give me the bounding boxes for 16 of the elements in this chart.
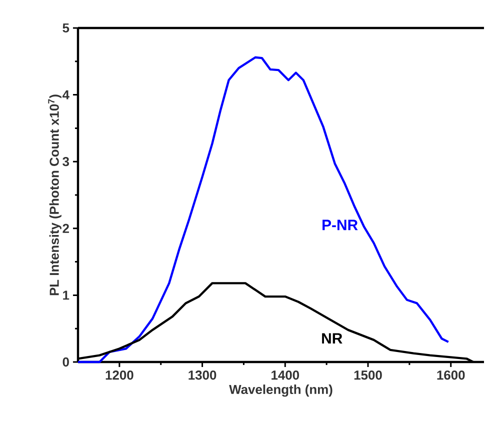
y-tick-label: 2 (62, 224, 69, 233)
y-tick-label: 3 (62, 157, 70, 166)
x-tick-label: 1200 (106, 370, 134, 380)
x-tick-label: 1600 (437, 370, 465, 380)
y-tick-label: 5 (62, 23, 70, 33)
series-label: P-NR (322, 220, 358, 230)
y-tick-label: 4 (62, 90, 70, 100)
y-tick-label: 1 (63, 290, 70, 300)
x-tick-label: 1500 (354, 370, 382, 380)
series-label: NR (322, 333, 342, 344)
x-axis-title: Wavelength (nm) (229, 384, 332, 397)
x-tick-label: 1300 (188, 370, 216, 380)
x-tick-label: 1400 (272, 370, 300, 380)
y-axis-title: PL Intensity (Photon Count x10$^{7}$) (48, 94, 62, 296)
line-series (76, 56, 450, 364)
y-tick-label: 0 (62, 357, 69, 367)
